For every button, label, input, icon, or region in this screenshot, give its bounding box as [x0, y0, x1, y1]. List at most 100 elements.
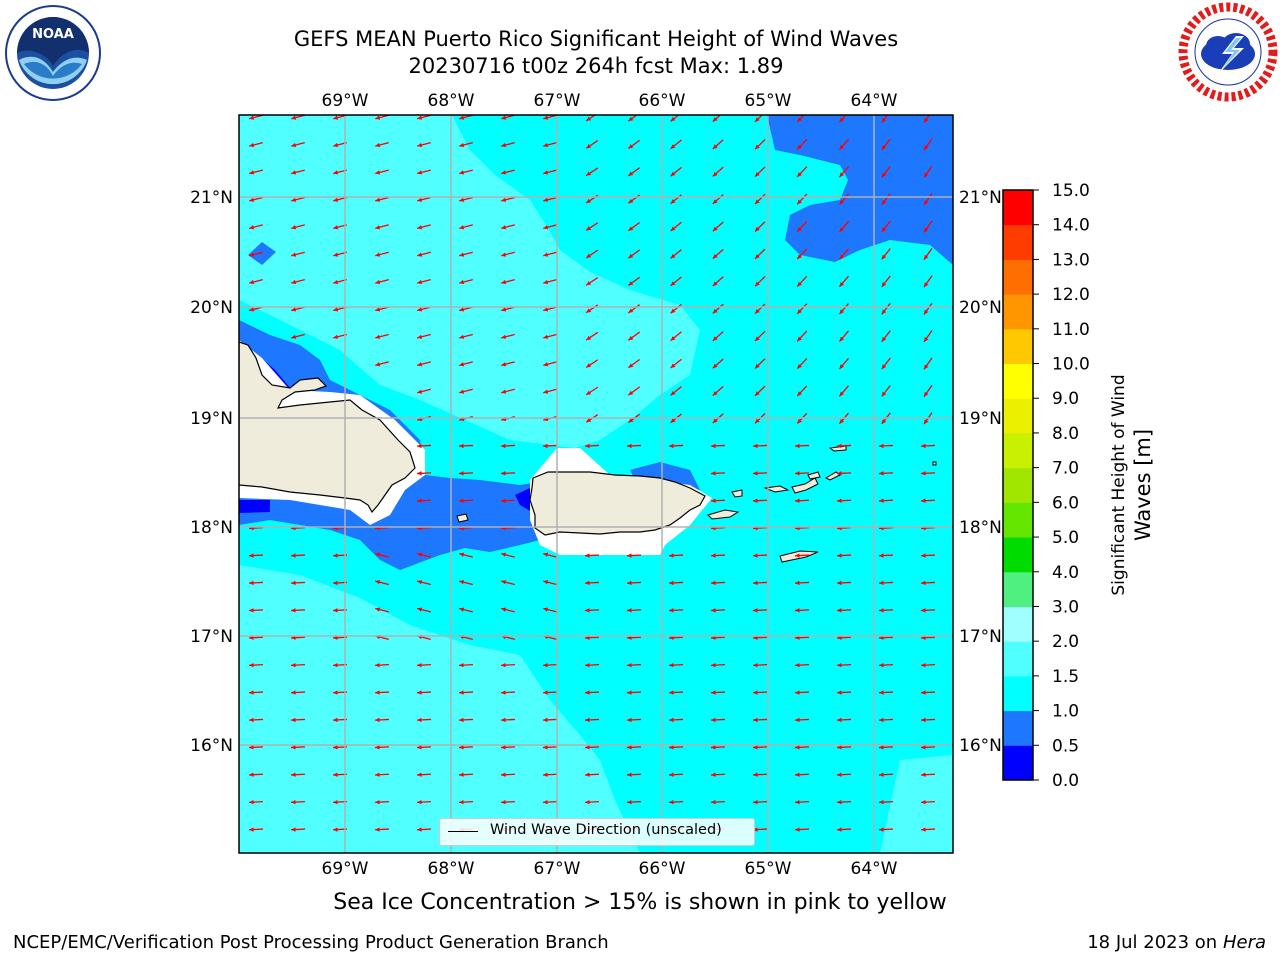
wind-wave-arrow	[543, 142, 557, 148]
wind-wave-arrow	[501, 224, 515, 230]
wind-wave-arrow	[710, 799, 726, 805]
wind-wave-arrow	[543, 251, 557, 257]
wind-wave-arrow	[374, 745, 390, 750]
wind-wave-arrow	[923, 275, 933, 288]
wind-wave-arrow	[290, 608, 306, 613]
wind-wave-arrow	[458, 662, 474, 668]
lon-label-top: 69°W	[322, 91, 369, 111]
colorbar-segment	[1003, 224, 1033, 260]
wind-wave-arrow	[290, 553, 306, 558]
wind-wave-arrow	[752, 471, 768, 476]
footer-date: 18 Jul 2023 on Hera	[1087, 932, 1266, 953]
wind-wave-arrow	[459, 224, 473, 230]
wind-wave-arrow	[627, 139, 641, 150]
wind-wave-arrow	[710, 443, 726, 449]
chart-title: GEFS MEAN Puerto Rico Significant Height…	[293, 27, 899, 51]
wind-wave-arrow	[417, 580, 431, 586]
wind-wave-arrow	[836, 471, 852, 476]
wind-wave-arrow	[752, 662, 768, 668]
wind-wave-arrow	[920, 443, 936, 449]
wind-wave-arrow	[752, 772, 768, 777]
wind-wave-arrow	[923, 138, 933, 151]
colorbar-tick-label: 8.0	[1052, 424, 1079, 444]
wind-wave-arrow	[754, 385, 766, 397]
colorbar-tick-label: 1.0	[1052, 702, 1079, 722]
wind-wave-arrow	[543, 552, 557, 558]
wind-wave-arrow	[796, 358, 808, 370]
wind-wave-arrow	[626, 553, 642, 558]
wind-wave-arrow	[459, 580, 473, 586]
legend-line-icon	[448, 831, 478, 832]
wind-wave-arrow	[752, 827, 768, 832]
wind-wave-arrow	[710, 553, 726, 558]
wind-wave-arrow	[626, 662, 642, 668]
colorbar-tick-label: 0.5	[1052, 736, 1079, 756]
wind-wave-arrow	[585, 359, 599, 369]
wind-wave-arrow	[920, 772, 936, 777]
wind-wave-arrow	[836, 799, 852, 805]
wind-wave-arrow	[374, 772, 390, 777]
wind-wave-arrow	[584, 580, 600, 586]
colorbar-tick-label: 9.0	[1052, 389, 1079, 409]
wind-wave-arrow	[836, 745, 852, 750]
lon-label-bottom: 66°W	[639, 859, 686, 879]
wind-wave-arrow	[458, 772, 474, 777]
wind-wave-arrow	[458, 745, 474, 750]
lat-label-right: 20°N	[959, 298, 1002, 318]
wind-wave-arrow	[543, 224, 557, 230]
wind-wave-arrow	[836, 690, 852, 695]
wind-wave-arrow	[500, 799, 516, 805]
colorbar-segment	[1003, 328, 1033, 365]
wind-wave-arrow	[374, 799, 390, 805]
wind-wave-arrow	[878, 553, 894, 558]
wind-wave-arrow	[794, 690, 810, 695]
wind-wave-arrow	[584, 662, 600, 668]
colorbar: 0.0 0.5 1.0 1.5 2.0 3.0 4.0 5.0 6.0 7.0 8.0 9.0 10.0…	[1002, 181, 1090, 791]
wind-wave-arrow	[459, 333, 473, 339]
wind-wave-arrow	[500, 471, 516, 476]
wind-wave-arrow	[501, 142, 515, 148]
wind-wave-arrow	[670, 166, 682, 177]
wind-wave-arrow	[374, 662, 390, 668]
wind-wave-arrow	[920, 608, 936, 613]
colorbar-segment	[1003, 502, 1033, 538]
lon-label-top: 65°W	[745, 91, 792, 111]
colorbar-tick-label: 7.0	[1052, 459, 1079, 479]
wind-wave-arrow	[668, 772, 684, 777]
wind-wave-arrow	[248, 662, 264, 668]
wind-wave-arrow	[249, 115, 263, 120]
wind-wave-arrow	[754, 248, 766, 260]
axis-labels: 69°W 69°W 68°W 68°W 67°W 67°W 66°W 66°W 65°W 65°W…	[190, 91, 1002, 879]
wind-wave-arrow	[501, 279, 515, 285]
colorbar-segment	[1003, 467, 1033, 503]
wind-wave-arrow	[417, 224, 431, 230]
wind-wave-arrow	[668, 745, 684, 750]
wind-wave-arrow	[626, 580, 642, 586]
wind-wave-arrow	[794, 498, 810, 503]
wind-wave-arrow	[668, 608, 684, 613]
wind-wave-arrow	[670, 221, 682, 232]
wind-wave-arrow	[458, 717, 474, 723]
colorbar-tick-label: 2.0	[1052, 632, 1079, 652]
wind-wave-arrow	[836, 553, 852, 558]
lat-label-right: 19°N	[959, 409, 1002, 429]
wind-wave-arrow	[794, 772, 810, 777]
nws-logo	[1178, 2, 1278, 102]
wind-wave-arrow	[543, 361, 557, 367]
wind-wave-arrow	[543, 333, 557, 339]
colorbar-segment	[1003, 641, 1033, 677]
wind-wave-arrow	[416, 799, 432, 805]
wind-wave-arrow	[881, 385, 891, 397]
wind-wave-arrow	[543, 169, 557, 175]
wind-wave-arrow	[417, 361, 431, 367]
wind-wave-arrow	[585, 249, 599, 259]
wind-wave-arrow	[920, 717, 936, 723]
wind-wave-arrow	[710, 471, 726, 476]
wind-wave-arrow	[670, 358, 682, 369]
wind-wave-arrow	[290, 690, 306, 695]
wind-wave-arrow	[501, 552, 515, 558]
colorbar-label-line1: Significant Height of Wind	[1109, 374, 1129, 595]
wind-wave-arrow	[500, 690, 516, 695]
wind-wave-arrow	[458, 690, 474, 695]
wind-wave-arrow	[542, 772, 558, 777]
